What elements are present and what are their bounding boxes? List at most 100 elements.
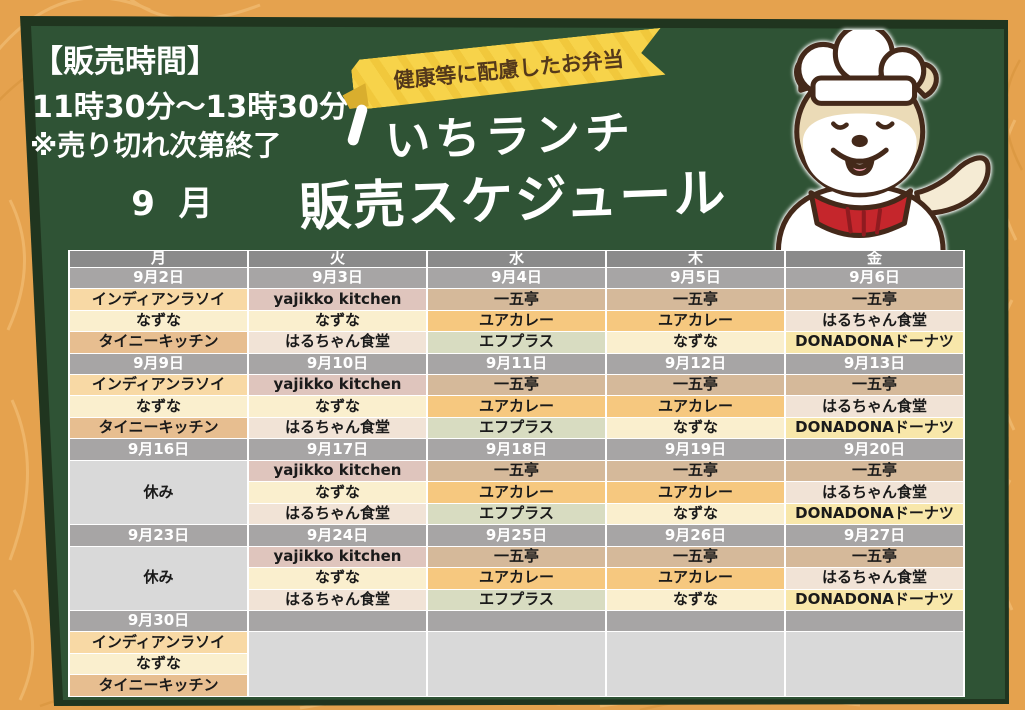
vendor-cell: yajikko kitchen	[247, 545, 428, 569]
date-cell: 9月12日	[605, 352, 786, 376]
vendor-cell: なずな	[605, 331, 786, 354]
date-cell: 9月19日	[605, 438, 786, 461]
vendor-cell: なずな	[68, 395, 249, 418]
day-header-cell: 金	[784, 250, 965, 268]
chef-dog-mascot	[775, 30, 991, 254]
vendor-cell: はるちゃん食堂	[784, 309, 965, 333]
vendor-cell: 一五亭	[426, 545, 607, 569]
vendor-cell: なずな	[247, 309, 428, 333]
sales-time-label: 【販売時間】	[32, 44, 218, 80]
vendor-cell: ユアカレー	[605, 567, 786, 590]
vendor-cell: DONADONAドーナツ	[784, 416, 965, 440]
vendor-cell: タイニーキッチン	[68, 331, 249, 354]
vendor-cell: 一五亭	[426, 374, 607, 397]
date-cell: 9月2日	[68, 266, 249, 290]
date-cell: 9月30日	[68, 609, 249, 633]
chef-hat-icon	[796, 30, 927, 106]
vendor-cell: ユアカレー	[426, 309, 607, 333]
vendor-cell: ユアカレー	[426, 395, 607, 418]
day-header-cell: 水	[426, 250, 607, 268]
vendor-cell: インディアンラソイ	[68, 631, 249, 654]
vendor-cell: エフプラス	[426, 588, 607, 612]
vendor-cell: ユアカレー	[605, 481, 786, 504]
vendor-cell: なずな	[68, 309, 249, 333]
vendor-cell: 一五亭	[784, 459, 965, 483]
vendor-cell: yajikko kitchen	[247, 288, 428, 311]
vendor-cell: なずな	[68, 652, 249, 676]
page-title-line2: 販売スケジュール	[298, 163, 729, 239]
red-scarf	[808, 188, 914, 239]
dog-tail	[914, 155, 991, 216]
vendor-cell: エフプラス	[426, 331, 607, 354]
schedule-table: 月火水木金 9月2日 9月3日 9月4日 9月5日 9月6日 インディアンラソイ yajik…	[68, 250, 965, 697]
vendor-cell: DONADONAドーナツ	[784, 588, 965, 612]
vendor-cell: yajikko kitchen	[247, 374, 428, 397]
month-label: 9 月	[131, 184, 219, 224]
vendor-cell: はるちゃん食堂	[784, 481, 965, 504]
date-cell: 9月25日	[426, 524, 607, 547]
date-cell: 9月9日	[68, 352, 249, 376]
date-cell: 9月26日	[605, 524, 786, 547]
vendor-cell: ユアカレー	[426, 481, 607, 504]
date-cell: 9月17日	[247, 438, 428, 461]
vendor-cell: 一五亭	[605, 545, 786, 569]
vendor-cell: 一五亭	[605, 288, 786, 311]
vendor-cell: はるちゃん食堂	[247, 416, 428, 440]
vendor-cell: DONADONAドーナツ	[784, 502, 965, 526]
vendor-cell: インディアンラソイ	[68, 288, 249, 311]
vendor-cell: DONADONAドーナツ	[784, 331, 965, 354]
vendor-cell: 一五亭	[784, 545, 965, 569]
vendor-cell: ユアカレー	[426, 567, 607, 590]
vendor-cell: ユアカレー	[605, 309, 786, 333]
vendor-cell: はるちゃん食堂	[247, 502, 428, 526]
sales-time-value: 11時30分～13時30分	[32, 90, 349, 125]
vendor-cell: 一五亭	[784, 288, 965, 311]
ribbon-text: 健康等に配慮したお弁当	[391, 46, 625, 94]
date-cell: 9月16日	[68, 438, 249, 461]
sellout-note: ※売り切れ次第終了	[30, 129, 282, 162]
vendor-cell: 一五亭	[426, 288, 607, 311]
date-cell: 9月13日	[784, 352, 965, 376]
schedule-table-wrapper: 月火水木金 9月2日 9月3日 9月4日 9月5日 9月6日 インディアンラソイ yajik…	[68, 250, 965, 697]
dog-face	[830, 121, 895, 177]
vendor-cell: はるちゃん食堂	[247, 588, 428, 612]
vendor-cell: 一五亭	[426, 459, 607, 483]
vendor-cell: はるちゃん食堂	[247, 331, 428, 354]
vendor-cell: 一五亭	[605, 374, 786, 397]
vendor-cell: 一五亭	[784, 374, 965, 397]
empty-cell	[247, 631, 428, 697]
vendor-cell: 一五亭	[605, 459, 786, 483]
date-cell: 9月5日	[605, 266, 786, 290]
empty-cell	[784, 631, 965, 697]
closed-cell: 休み	[68, 459, 249, 526]
date-cell: 9月24日	[247, 524, 428, 547]
date-cell: 9月4日	[426, 266, 607, 290]
vendor-cell: なずな	[247, 481, 428, 504]
vendor-cell: ユアカレー	[605, 395, 786, 418]
vendor-cell: yajikko kitchen	[247, 459, 428, 483]
vendor-cell: なずな	[605, 502, 786, 526]
empty-cell	[426, 631, 607, 697]
date-cell	[784, 609, 965, 633]
vendor-cell: インディアンラソイ	[68, 374, 249, 397]
date-cell: 9月10日	[247, 352, 428, 376]
vendor-cell: はるちゃん食堂	[784, 567, 965, 590]
vendor-cell: なずな	[247, 395, 428, 418]
vendor-cell: なずな	[247, 567, 428, 590]
date-cell: 9月18日	[426, 438, 607, 461]
vendor-cell: なずな	[605, 416, 786, 440]
date-cell: 9月20日	[784, 438, 965, 461]
day-header-cell: 火	[247, 250, 428, 268]
vendor-cell: エフプラス	[426, 502, 607, 526]
date-cell: 9月23日	[68, 524, 249, 547]
date-cell	[605, 609, 786, 633]
vendor-cell: なずな	[605, 588, 786, 612]
day-header-cell: 月	[68, 250, 249, 268]
date-cell: 9月11日	[426, 352, 607, 376]
date-cell: 9月6日	[784, 266, 965, 290]
day-header-cell: 木	[605, 250, 786, 268]
date-cell: 9月27日	[784, 524, 965, 547]
vendor-cell: はるちゃん食堂	[784, 395, 965, 418]
closed-cell: 休み	[68, 545, 249, 612]
vendor-cell: タイニーキッチン	[68, 416, 249, 440]
